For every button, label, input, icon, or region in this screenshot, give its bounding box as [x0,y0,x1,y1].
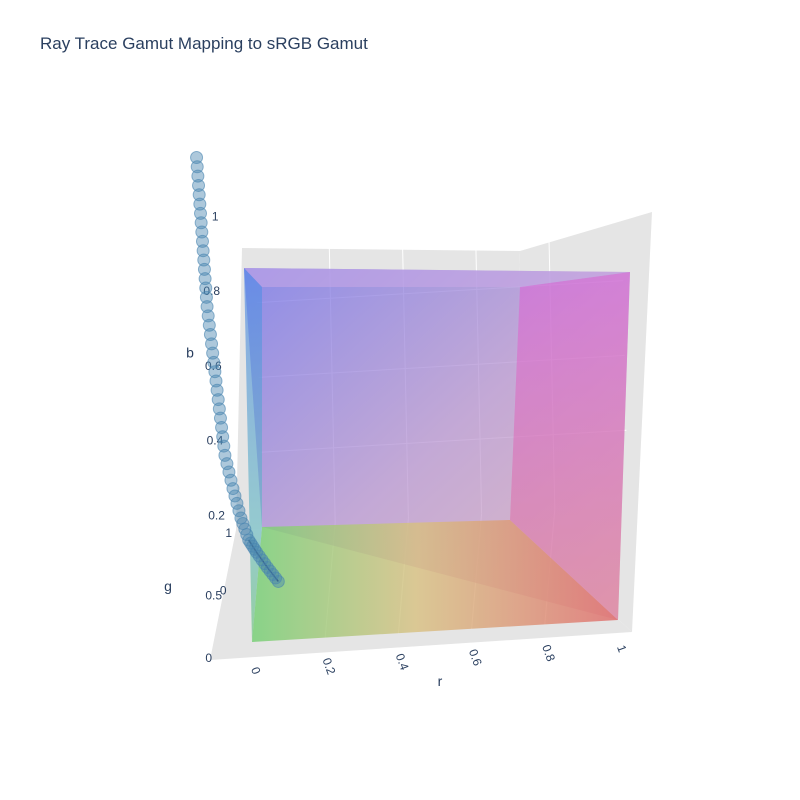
x-tick-label: 0.2 [320,656,339,677]
data-point[interactable] [205,337,219,351]
cube-face-left [244,268,262,642]
data-point[interactable] [215,420,229,434]
data-point[interactable] [199,290,213,304]
x-tick-label: 0.6 [466,647,485,668]
data-point[interactable] [191,169,205,183]
data-point[interactable] [211,393,225,407]
data-point[interactable] [199,281,213,295]
data-point[interactable] [192,178,206,192]
data-point[interactable] [195,225,209,239]
data-point[interactable] [232,504,246,518]
data-point[interactable] [202,318,216,332]
srgb-gamut-cube [244,268,630,642]
data-point[interactable] [206,346,220,360]
data-point[interactable] [190,150,204,164]
data-point[interactable] [230,496,244,510]
data-point[interactable] [198,272,212,286]
y-tick-label: 0.5 [205,589,222,603]
data-point[interactable] [228,489,242,503]
data-point[interactable] [217,439,231,453]
data-point[interactable] [226,482,240,496]
data-point[interactable] [224,473,238,487]
data-point[interactable] [220,457,234,471]
data-point[interactable] [196,244,210,258]
z-tick-label: 0 [220,583,227,597]
z-tick-label: 1 [212,209,219,223]
z-axis-title: b [186,345,194,361]
y-axis-title: g [164,578,172,594]
cube-face-floor [252,520,618,642]
data-point[interactable] [194,216,208,230]
data-point[interactable] [216,430,230,444]
x-tick-label: 1 [614,643,630,654]
data-point[interactable] [207,355,221,369]
y-tick-label: 0 [205,651,212,665]
cube-face-top [244,268,630,287]
ray-trace-path [248,539,279,582]
axis-titles: r b g [164,345,443,690]
data-point[interactable] [271,574,285,588]
data-point[interactable] [197,253,211,267]
data-point[interactable] [218,448,232,462]
data-point[interactable] [210,383,224,397]
chart-title: Ray Trace Gamut Mapping to sRGB Gamut [40,34,368,53]
data-point[interactable] [203,328,217,342]
cube-face-right [510,272,630,620]
z-tick-label: 0.4 [207,434,224,448]
data-point[interactable] [209,374,223,388]
data-point[interactable] [192,188,206,202]
data-point[interactable] [194,206,208,220]
grid-line-b [255,205,622,229]
data-point[interactable] [195,234,209,248]
data-point[interactable] [212,402,226,416]
z-tick-label: 0.2 [208,508,225,522]
data-point[interactable] [201,309,215,323]
x-tick-label: 0.8 [539,643,558,664]
data-point[interactable] [190,160,204,174]
z-tick-label: 0.8 [203,284,220,298]
data-point[interactable] [200,300,214,314]
data-point[interactable] [197,262,211,276]
data-markers [190,150,285,588]
x-tick-label: 0.4 [393,652,412,673]
data-point[interactable] [208,365,222,379]
data-point[interactable] [193,197,207,211]
data-point[interactable] [222,465,236,479]
x-tick-label: 0 [248,665,264,676]
data-point[interactable] [213,411,227,425]
y-tick-label: 1 [225,526,232,540]
x-axis-title: r [438,673,443,689]
